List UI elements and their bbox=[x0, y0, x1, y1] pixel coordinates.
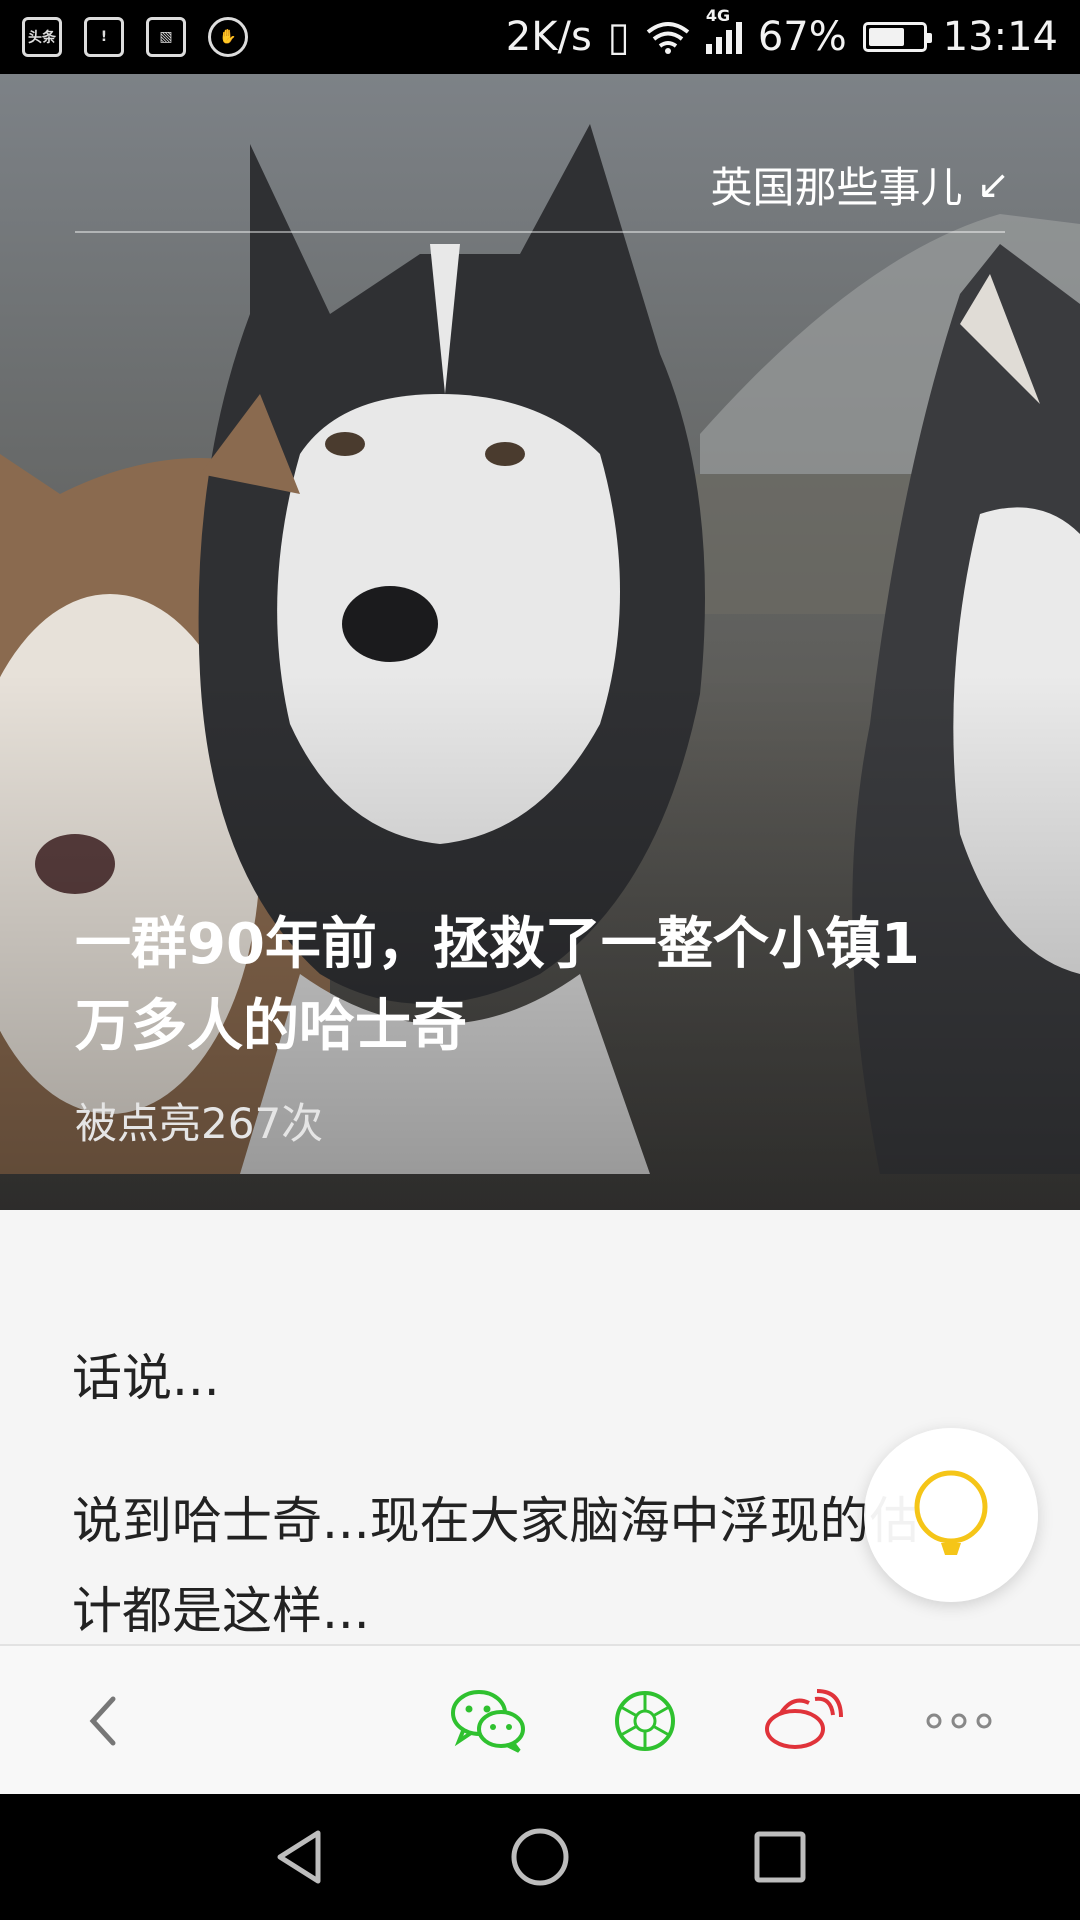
share-toolbar bbox=[0, 1644, 1080, 1794]
cellular-signal: 4G bbox=[705, 6, 742, 54]
share-weibo-button[interactable] bbox=[758, 1676, 848, 1766]
husky-illustration bbox=[0, 124, 1080, 1174]
battery-fill bbox=[868, 28, 904, 46]
share-wechat-button[interactable] bbox=[444, 1676, 534, 1766]
nav-back-button[interactable] bbox=[265, 1822, 335, 1892]
net-speed: 2K/s bbox=[505, 14, 592, 60]
article-title: 一群90年前，拯救了一整个小镇1万多人的哈士奇 bbox=[75, 912, 920, 1059]
share-moments-button[interactable] bbox=[600, 1676, 690, 1766]
hero-image: 英国那些事儿 ↙ 一群90年前，拯救了一整个小镇1万多人的哈士奇 被点亮267次 bbox=[0, 74, 1080, 1274]
moments-icon bbox=[615, 1691, 675, 1751]
more-button[interactable] bbox=[914, 1676, 1004, 1766]
network-type: 4G bbox=[705, 6, 731, 25]
toutiao-app-icon: 头条 bbox=[22, 17, 62, 57]
back-button[interactable] bbox=[58, 1676, 148, 1766]
wifi-icon bbox=[646, 22, 690, 54]
weibo-icon bbox=[765, 1689, 843, 1749]
nav-recents-button[interactable] bbox=[745, 1822, 815, 1892]
hero-gradient bbox=[0, 674, 1080, 1274]
system-nav-bar bbox=[0, 1794, 1080, 1920]
battery-percent: 67% bbox=[757, 14, 847, 60]
image-icon: ▧ bbox=[146, 17, 186, 57]
wechat-icon bbox=[451, 1690, 525, 1753]
signal-bars-icon bbox=[705, 20, 742, 54]
divider bbox=[75, 231, 1005, 233]
light-up-button[interactable] bbox=[864, 1428, 1038, 1602]
channel-name: 英国那些事儿 bbox=[710, 163, 963, 212]
circle-home-icon bbox=[511, 1828, 569, 1886]
lit-count: 被点亮267次 bbox=[75, 1099, 324, 1148]
arrow-down-left-icon: ↙ bbox=[976, 161, 1010, 208]
article-paragraph: 话说... bbox=[72, 1349, 220, 1407]
channel-link[interactable]: 英国那些事儿 ↙ bbox=[710, 154, 1010, 215]
article-paragraph: 说到哈士奇...现在大家脑海中浮现的估计都是这样... bbox=[72, 1492, 920, 1640]
notification-icons: 头条 ! ▧ ✋ bbox=[22, 17, 248, 57]
battery-alert-icon: ! bbox=[84, 17, 124, 57]
battery-icon bbox=[862, 22, 932, 52]
system-indicators: 2K/s ▯ 4G 67% 13:14 bbox=[505, 6, 1058, 60]
nav-home-button[interactable] bbox=[505, 1822, 575, 1892]
status-bar: 头条 ! ▧ ✋ 2K/s ▯ 4G 67% 13:14 bbox=[0, 0, 1080, 74]
back-icon bbox=[89, 1696, 116, 1746]
lightbulb-icon bbox=[914, 1470, 988, 1555]
vibrate-icon: ▯ bbox=[607, 14, 630, 60]
more-icon bbox=[926, 1713, 992, 1729]
hand-icon: ✋ bbox=[208, 17, 248, 57]
triangle-back-icon bbox=[277, 1830, 321, 1884]
toutiao-label: 头条 bbox=[28, 30, 56, 46]
square-recents-icon bbox=[754, 1831, 806, 1883]
clock: 13:14 bbox=[942, 14, 1058, 60]
